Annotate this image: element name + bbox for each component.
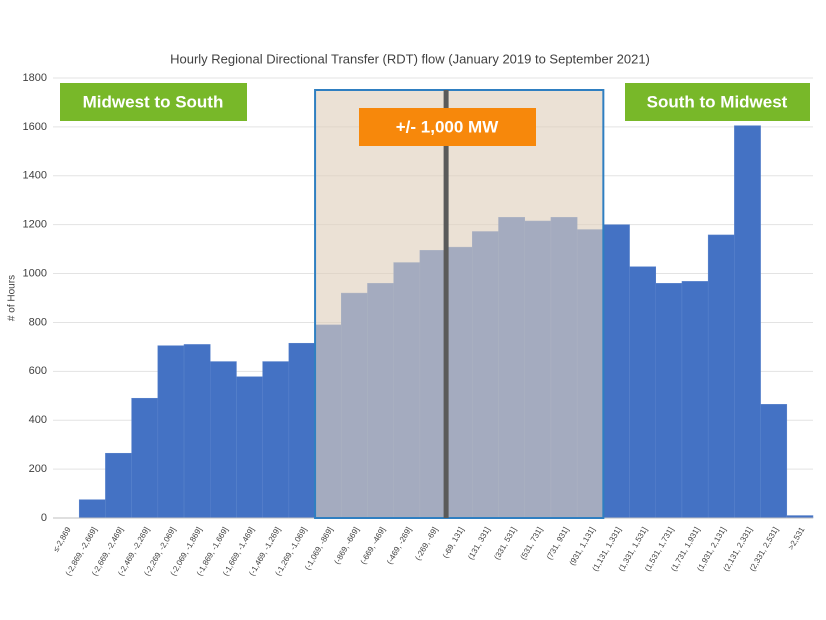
- x-tick-label: ≤-2,869: [51, 525, 73, 553]
- range-overlay: [314, 89, 605, 519]
- bar: [760, 404, 788, 519]
- bar: [629, 266, 657, 519]
- bar: [78, 499, 106, 519]
- bar: [183, 344, 211, 519]
- x-tick-label: >2,531: [786, 525, 806, 551]
- y-tick-label: 1400: [23, 170, 47, 182]
- x-tick-label: (-1,069, -869]: [303, 526, 335, 572]
- y-tick-label: 800: [29, 316, 47, 328]
- bar: [681, 281, 709, 519]
- bar: [734, 125, 761, 519]
- x-tick-label: (331, 531]: [492, 526, 518, 562]
- annotation-box: [625, 83, 810, 121]
- x-tick-label: (-469, -269]: [385, 526, 413, 566]
- bar: [105, 452, 132, 519]
- bar: [655, 283, 683, 519]
- annotation: South to Midwest: [647, 92, 788, 111]
- x-tick-label: (731, 931]: [545, 526, 571, 562]
- y-tick-label: 400: [29, 414, 47, 426]
- y-tick-label: 1000: [23, 267, 47, 279]
- y-tick-label: 1600: [23, 121, 47, 133]
- y-tick-label: 600: [29, 365, 47, 377]
- x-tick-label: (-269, -69]: [413, 526, 439, 562]
- y-tick-label: 1200: [23, 219, 47, 231]
- annotation-box: [359, 108, 536, 146]
- bar: [157, 345, 185, 519]
- x-tick-label: (131, 331]: [466, 526, 492, 562]
- chart-title: Hourly Regional Directional Transfer (RD…: [170, 51, 650, 66]
- bar: [707, 234, 735, 519]
- y-tick-label: 1800: [23, 72, 47, 84]
- x-tick-label: (931, 1,131]: [568, 526, 597, 567]
- y-tick-label: 0: [41, 512, 47, 524]
- annotation: +/- 1,000 MW: [396, 117, 499, 136]
- x-tick-label: (531, 731]: [519, 526, 545, 562]
- bar: [209, 361, 237, 519]
- bar: [288, 342, 316, 519]
- y-tick-label: 200: [29, 463, 47, 475]
- x-tick-label: (-69, 131]: [441, 526, 466, 560]
- annotation-box: [60, 83, 247, 121]
- bar: [262, 361, 290, 519]
- annotation: Midwest to South: [83, 92, 224, 111]
- bar: [603, 224, 630, 519]
- bar: [236, 376, 263, 519]
- y-axis-label: # of Hours: [7, 275, 18, 321]
- x-tick-label: (-669, -469]: [359, 526, 387, 566]
- x-tick-label: (2,331, 2,531]: [748, 526, 780, 573]
- bar: [131, 397, 159, 519]
- x-tick-label: (-869, -669]: [332, 526, 360, 566]
